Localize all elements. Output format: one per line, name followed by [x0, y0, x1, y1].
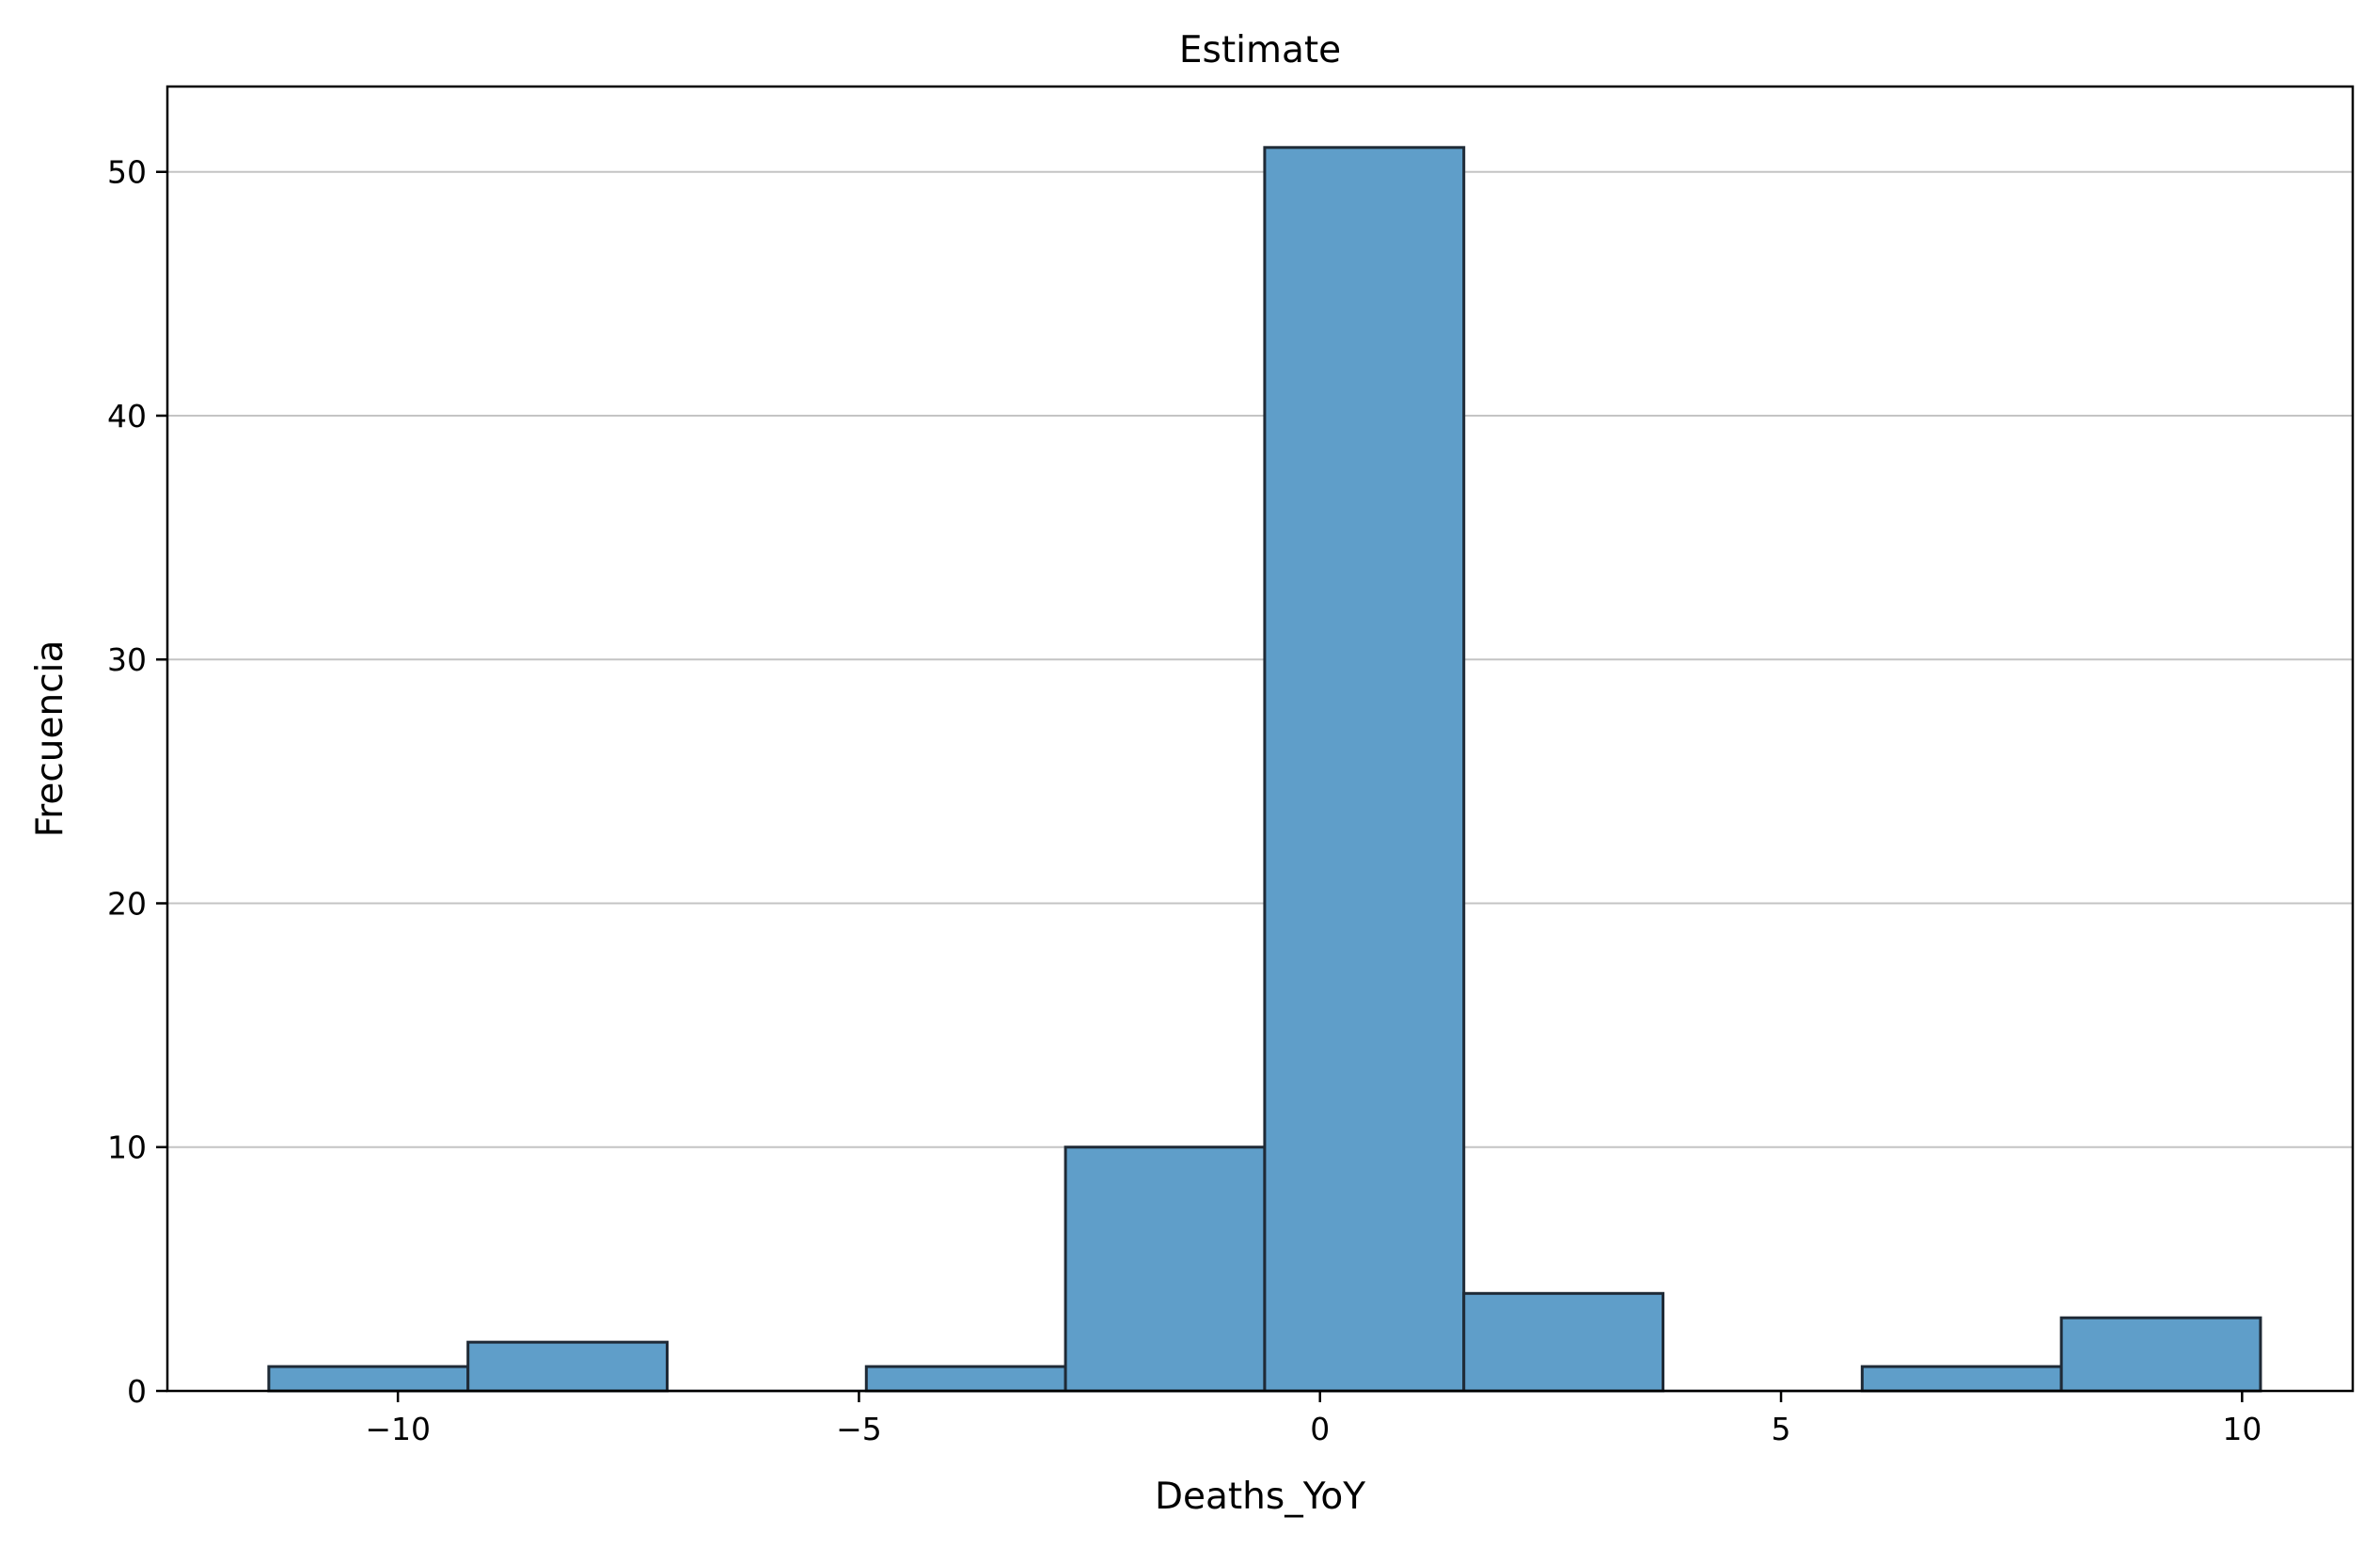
y-axis-ticks: 0 10 20 30 40 50	[107, 154, 167, 1410]
histogram-bars	[267, 146, 2262, 1393]
y-axis-label: Frecuencia	[29, 640, 71, 838]
histogram-bar-6	[1462, 1291, 1665, 1393]
x-axis-ticks: −10 −5 0 5 10	[365, 1391, 2262, 1447]
x-tick-label-2: 0	[1310, 1411, 1330, 1447]
histogram-bar-0	[267, 1365, 470, 1393]
x-tick-label-4: 10	[2222, 1411, 2262, 1447]
x-tick-label-0: −10	[365, 1411, 431, 1447]
histogram-bar-9	[2059, 1316, 2262, 1393]
y-tick-label-2: 20	[107, 885, 147, 922]
histogram-bar-5	[1263, 146, 1466, 1393]
y-tick-label-0: 0	[127, 1373, 147, 1410]
y-tick-label-3: 30	[107, 641, 147, 678]
histogram-bar-1	[466, 1340, 669, 1393]
histogram-bar-4	[1064, 1145, 1267, 1393]
x-tick-label-3: 5	[1772, 1411, 1791, 1447]
histogram-bar-3	[864, 1365, 1067, 1393]
y-tick-label-5: 50	[107, 154, 147, 191]
y-tick-label-1: 10	[107, 1129, 147, 1166]
plot-frame	[165, 85, 2355, 1393]
y-tick-label-4: 40	[107, 398, 147, 434]
x-axis-label: Deaths_YoY	[1155, 1476, 1365, 1518]
histogram-bar-8	[1860, 1365, 2063, 1393]
grid-lines	[167, 170, 2353, 1148]
chart-title: Estimate	[1179, 29, 1341, 71]
x-tick-label-1: −5	[836, 1411, 882, 1447]
